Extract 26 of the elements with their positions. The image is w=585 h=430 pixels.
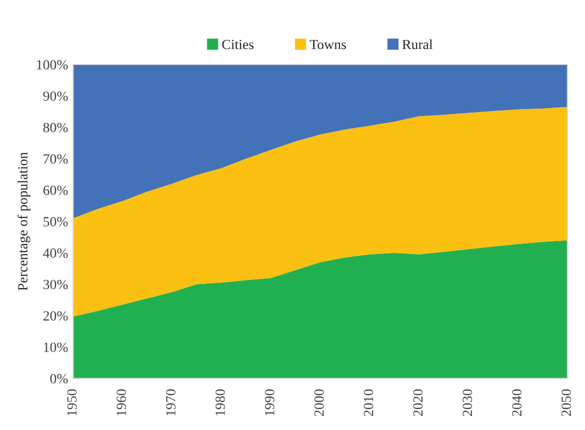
x-tick-label: 1980 [216, 389, 225, 416]
legend-label: Towns [310, 40, 346, 50]
y-axis-title: Percentage of population [18, 152, 30, 290]
x-tick-label: 2030 [462, 389, 472, 416]
y-tick-label: 60% [43, 186, 68, 196]
x-tick-label: 2000 [314, 389, 324, 416]
x-tick-label: 2020 [413, 389, 423, 416]
y-tick-label: 70% [44, 154, 68, 164]
legend-label: Rural [402, 39, 433, 50]
y-tick-label: 50% [44, 217, 68, 226]
y-tick-label: 20% [43, 311, 68, 321]
legend-label: Cities [222, 40, 254, 50]
y-tick-label: 30% [43, 280, 68, 290]
x-tick-label: 1970 [166, 389, 176, 416]
y-tick-label: 100% [37, 60, 68, 70]
x-tick-label: 1950 [67, 389, 77, 416]
x-tick-label: 2010 [364, 389, 374, 416]
y-tick-label: 0% [50, 374, 68, 384]
y-tick-label: 10% [44, 342, 68, 352]
x-tick-label: 1990 [264, 389, 274, 416]
y-tick-label: 90% [43, 91, 68, 101]
x-tick-label: 2040 [512, 389, 522, 416]
y-tick-label: 80% [43, 122, 68, 132]
y-tick-label: 40% [43, 248, 68, 258]
x-tick-label: 2050 [562, 389, 571, 416]
x-tick-label: 1960 [116, 389, 126, 416]
